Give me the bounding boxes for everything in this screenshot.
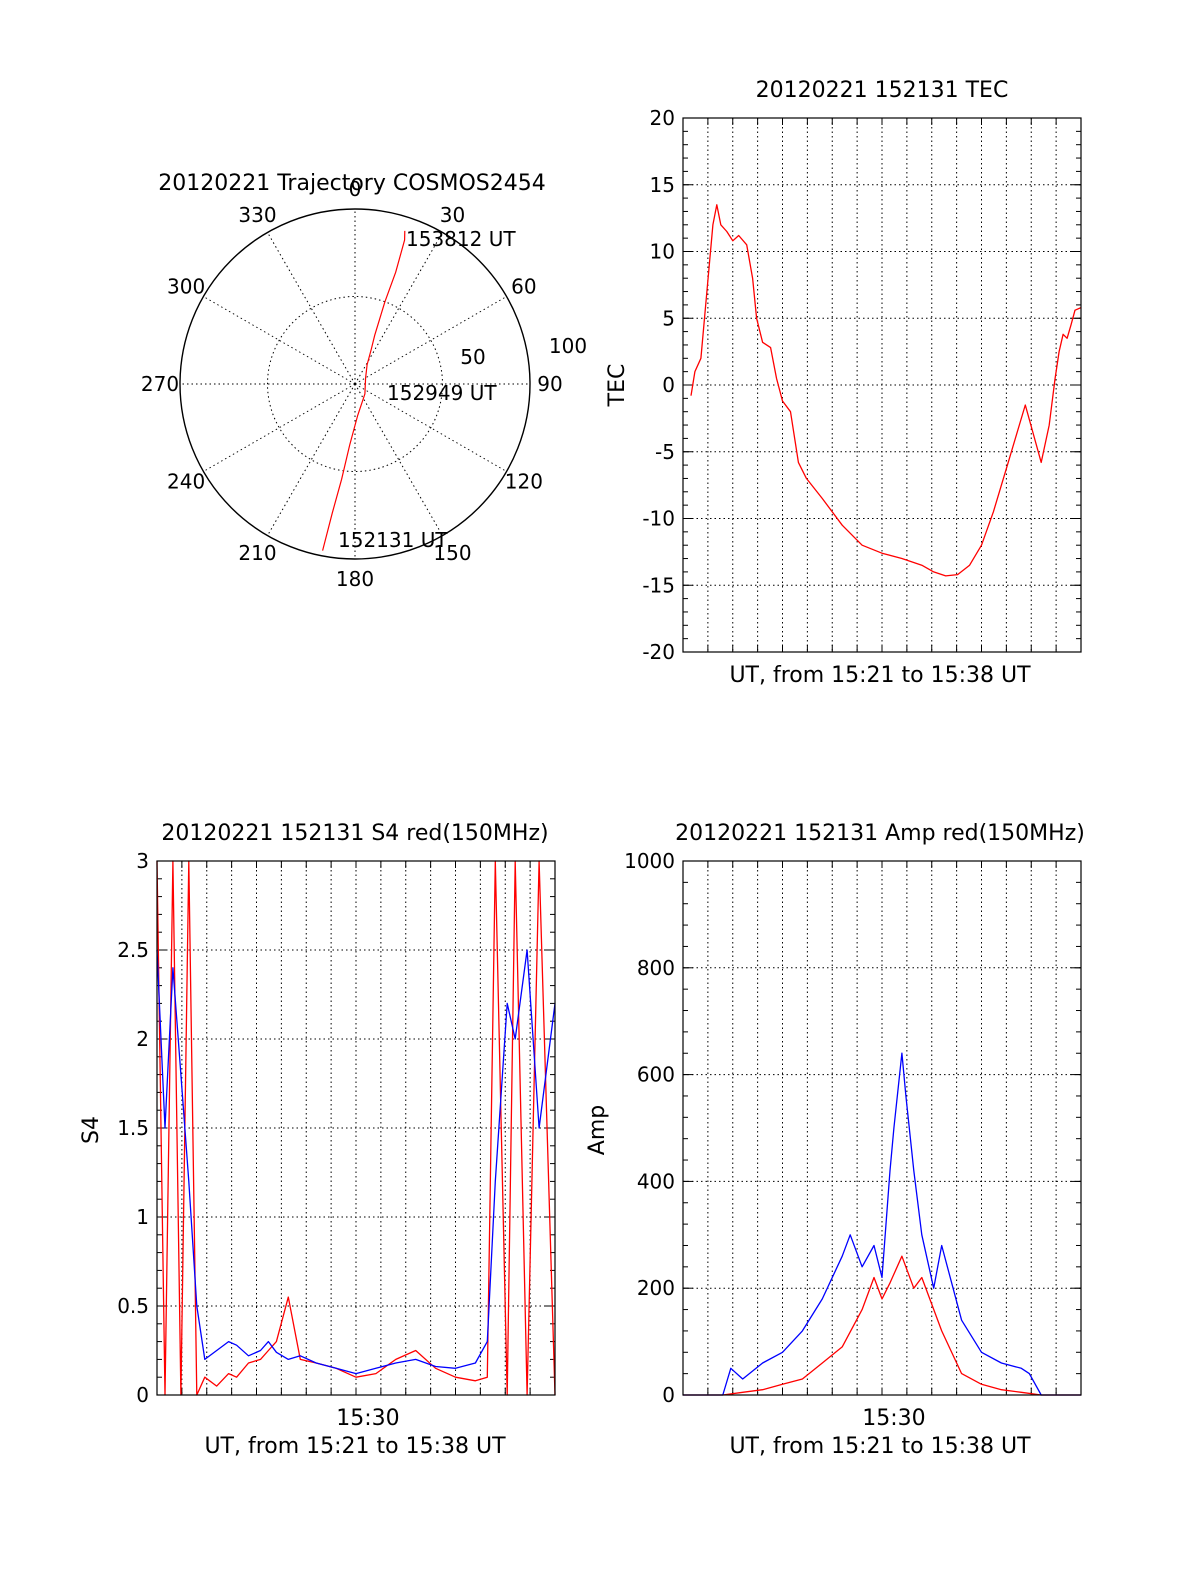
tec-y-tick-label: -5 xyxy=(655,440,675,464)
tec-grid xyxy=(683,117,1081,653)
tec-y-tick-label: 15 xyxy=(650,173,675,197)
tec-x-axis-label: UT, from 15:21 to 15:38 UT xyxy=(729,663,1031,688)
polar-azimuth-labels: 0 30 60 90 120 150 180 210 240 270 300 330 xyxy=(141,177,563,591)
s4-y-tick-label: 3 xyxy=(136,849,149,873)
amp-y-tick-label: 0 xyxy=(662,1383,675,1407)
amp-chart-title: 20120221 152131 Amp red(150MHz) xyxy=(675,821,1085,846)
s4-series xyxy=(156,860,556,1396)
amp-y-tick-label: 400 xyxy=(637,1169,675,1193)
amp-series xyxy=(683,1052,1081,1396)
amp-y-axis-label: Amp xyxy=(585,1105,610,1155)
s4-chart: 20120221 152131 S4 red(150MHz) 3 2.5 2 1.5 1… xyxy=(79,821,556,1459)
trajectory-mid-label: 152949 UT xyxy=(387,381,497,405)
amp-y-tick-label: 1000 xyxy=(624,849,675,873)
tec-y-axis-label: TEC xyxy=(605,364,630,408)
amp-x-axis-label: UT, from 15:21 to 15:38 UT xyxy=(729,1434,1031,1459)
polar-azimuth-label: 210 xyxy=(238,541,276,565)
polar-azimuth-label: 90 xyxy=(537,372,562,396)
polar-azimuth-label: 180 xyxy=(336,567,374,591)
polar-azimuth-label: 300 xyxy=(167,275,205,299)
polar-trajectory-chart: 20120221 Trajectory COSMOS2454 0 30 60 90 12… xyxy=(141,171,587,591)
s4-y-tick-label: 2 xyxy=(136,1027,149,1051)
trajectory-start-label: 152131 UT xyxy=(338,528,448,552)
amp-y-tick-labels: 1000 800 600 400 200 0 xyxy=(624,849,675,1407)
tec-chart-title: 20120221 152131 TEC xyxy=(756,78,1009,103)
s4-y-tick-label: 2.5 xyxy=(117,938,149,962)
amp-grid xyxy=(683,860,1081,1396)
tec-y-tick-label: 5 xyxy=(662,306,675,330)
polar-azimuth-label: 60 xyxy=(511,275,536,299)
tec-y-tick-label: 0 xyxy=(662,373,675,397)
tec-series xyxy=(690,204,1082,577)
s4-y-tick-label: 1.5 xyxy=(117,1116,149,1140)
polar-azimuth-label: 240 xyxy=(167,470,205,494)
s4-y-tick-label: 0 xyxy=(136,1383,149,1407)
s4-chart-title: 20120221 152131 S4 red(150MHz) xyxy=(161,821,548,846)
polar-grid xyxy=(179,208,531,560)
polar-elevation-label-100: 100 xyxy=(549,334,587,358)
tec-series-line-0 xyxy=(690,204,1082,577)
amp-series-line-1 xyxy=(683,1052,1081,1396)
amp-plot-frame xyxy=(682,860,1082,1396)
amp-y-tick-label: 800 xyxy=(637,956,675,980)
tec-plot-frame xyxy=(682,117,1082,653)
polar-inner-circle xyxy=(267,296,443,472)
polar-elevation-label-50: 50 xyxy=(460,345,485,369)
tec-y-tick-label: -10 xyxy=(642,507,675,531)
s4-y-axis-label: S4 xyxy=(79,1116,104,1144)
polar-azimuth-label: 30 xyxy=(440,203,465,227)
polar-chart-title: 20120221 Trajectory COSMOS2454 xyxy=(158,171,545,196)
trajectory-end-label: 153812 UT xyxy=(406,227,516,251)
amp-series-line-0 xyxy=(683,1255,1081,1396)
polar-outer-circle xyxy=(179,208,531,560)
amp-y-tick-label: 600 xyxy=(637,1063,675,1087)
s4-y-tick-label: 1 xyxy=(136,1205,149,1229)
tec-y-tick-label: 10 xyxy=(650,240,675,264)
s4-y-tick-label: 0.5 xyxy=(117,1294,149,1318)
polar-azimuth-label: 150 xyxy=(433,541,471,565)
tec-y-tick-label: 20 xyxy=(650,106,675,130)
s4-series-line-1 xyxy=(156,949,556,1375)
s4-x-axis-label: UT, from 15:21 to 15:38 UT xyxy=(204,1434,506,1459)
s4-x-tick-label: 15:30 xyxy=(336,1406,399,1431)
s4-y-tick-labels: 3 2.5 2 1.5 1 0.5 0 xyxy=(117,849,149,1407)
polar-spoke xyxy=(267,383,356,536)
s4-plot-frame xyxy=(156,860,556,1396)
tec-y-tick-labels: 20 15 10 5 0 -5 -10 -15 -20 xyxy=(642,106,675,664)
polar-azimuth-label: 270 xyxy=(141,372,179,396)
polar-azimuth-label: 330 xyxy=(238,203,276,227)
polar-azimuth-label: 120 xyxy=(505,470,543,494)
trajectory-line xyxy=(322,230,406,551)
tec-y-tick-label: -15 xyxy=(642,573,675,597)
polar-spoke xyxy=(203,383,356,472)
polar-azimuth-label: 0 xyxy=(349,177,362,201)
s4-grid xyxy=(157,860,555,1396)
amp-x-tick-label: 15:30 xyxy=(862,1406,925,1431)
amp-y-tick-label: 200 xyxy=(637,1276,675,1300)
polar-spoke xyxy=(354,296,507,385)
s4-series-line-0 xyxy=(156,860,556,1396)
tec-y-tick-label: -20 xyxy=(642,640,675,664)
amp-chart: 20120221 152131 Amp red(150MHz) 1000 800 6… xyxy=(585,821,1085,1459)
tec-chart: 20120221 152131 TEC 20151050-5-10-15-20 … xyxy=(605,78,1082,688)
